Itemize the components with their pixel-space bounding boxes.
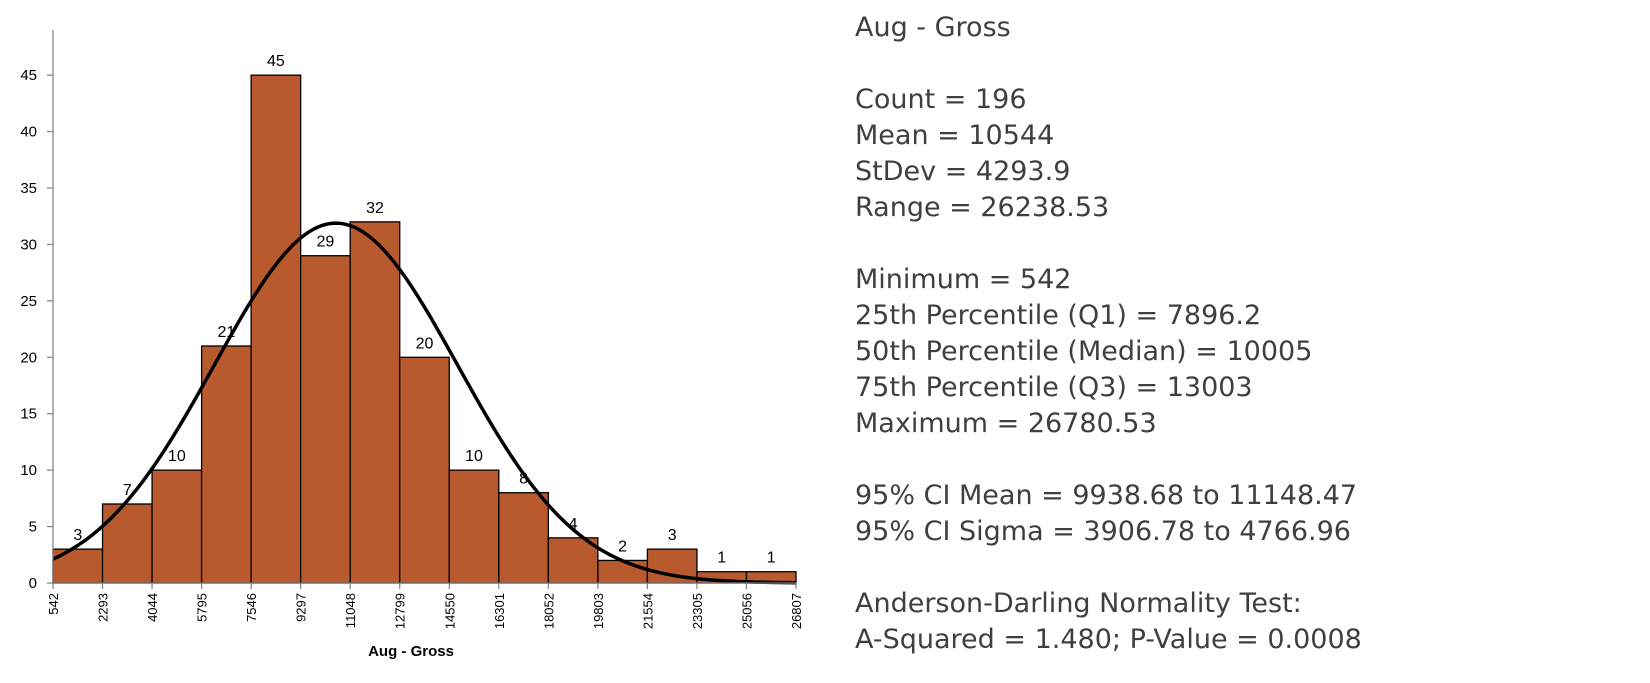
stat-ci-sigma: 95% CI Sigma = 3906.78 to 4766.96: [855, 516, 1351, 547]
data-label: 2: [618, 538, 627, 555]
x-tick-label: 9297: [294, 593, 309, 622]
y-tick-label: 20: [20, 349, 37, 366]
stat-stdev: StDev = 4293.9: [855, 156, 1071, 187]
data-label: 29: [317, 234, 335, 251]
stat-count: Count = 196: [855, 84, 1027, 115]
y-tick-label: 25: [20, 293, 37, 310]
histogram-bar: [151, 469, 203, 584]
stat-ad-title: Anderson-Darling Normality Test:: [855, 588, 1302, 619]
normal-curve: [52, 221, 797, 585]
x-tick-label: 542: [46, 593, 61, 615]
x-tick-label: 18052: [541, 593, 556, 629]
data-labels: 3 7 10 21 45 29 32 20 10 8 4 2 3 1 1: [73, 53, 775, 567]
data-label: 21: [217, 324, 235, 341]
data-label: 1: [717, 550, 726, 567]
data-label: 3: [73, 527, 82, 544]
y-tick-label: 45: [20, 67, 37, 84]
data-label: 8: [519, 471, 528, 488]
data-label: 20: [416, 335, 434, 352]
histogram-bar: [101, 503, 153, 584]
stat-minimum: Minimum = 542: [855, 264, 1072, 295]
histogram-bar: [399, 356, 450, 584]
y-tick-label: 30: [20, 236, 37, 253]
stat-range: Range = 26238.53: [855, 192, 1110, 223]
x-tick-label: 25056: [739, 593, 754, 629]
data-label: 10: [465, 448, 483, 465]
stats-panel: Aug - Gross Count = 196 Mean = 10544 StD…: [855, 10, 1635, 658]
stat-median: 50th Percentile (Median) = 10005: [855, 336, 1313, 367]
histogram-bar: [547, 537, 599, 584]
x-tick-label: 12799: [393, 593, 408, 629]
x-tick-label: 2293: [96, 593, 111, 622]
y-tick-label: 0: [29, 575, 37, 592]
y-tick-label: 10: [20, 462, 37, 479]
histogram-bar: [300, 255, 351, 584]
x-axis-ticks: 542 2293 4044 5795 7546 9297 11048 12799 14550 16…: [46, 583, 804, 629]
data-label: 10: [168, 448, 186, 465]
x-tick-label: 5795: [195, 593, 210, 622]
histogram-bar: [200, 345, 252, 584]
histogram-bar: [349, 221, 401, 584]
y-tick-label: 15: [20, 406, 37, 423]
x-tick-label: 4044: [145, 593, 160, 622]
x-tick-label: 26807: [789, 593, 804, 629]
data-label: 1: [767, 550, 776, 567]
x-tick-label: 7546: [244, 593, 259, 622]
x-tick-label: 23305: [690, 593, 705, 629]
y-tick-label: 35: [20, 180, 37, 197]
stat-q1: 25th Percentile (Q1) = 7896.2: [855, 300, 1262, 331]
histogram-bar: [448, 469, 500, 584]
x-tick-label: 19803: [591, 593, 606, 629]
stat-mean: Mean = 10544: [855, 120, 1055, 151]
data-label: 4: [569, 516, 578, 533]
histogram-bar: [597, 559, 649, 584]
x-tick-label: 16301: [492, 593, 507, 629]
x-tick-label: 11048: [343, 593, 358, 628]
stat-q3: 75th Percentile (Q3) = 13003: [855, 372, 1253, 403]
data-label: 3: [668, 527, 677, 544]
stat-ad-result: A-Squared = 1.480; P-Value = 0.0008: [855, 624, 1362, 655]
x-tick-label: 14550: [442, 593, 457, 629]
histogram-bar: [498, 492, 549, 584]
data-label: 7: [123, 482, 132, 499]
y-tick-label: 40: [20, 124, 37, 141]
stat-ci-mean: 95% CI Mean = 9938.68 to 11148.47: [855, 480, 1358, 511]
histogram-chart: 0 5 10 15 20 25 30 35 40 45 3 7 10 21 45 29 32 20 10 8 4 2 3 1…: [20, 30, 804, 660]
data-label: 45: [267, 53, 285, 70]
stats-title: Aug - Gross: [855, 12, 1011, 43]
x-axis-title: Aug - Gross: [368, 643, 454, 660]
y-tick-label: 5: [29, 519, 37, 536]
histogram-bars: [52, 74, 797, 584]
stat-maximum: Maximum = 26780.53: [855, 408, 1157, 439]
x-tick-label: 21554: [640, 593, 655, 629]
histogram-bar: [250, 74, 302, 584]
y-axis-ticks: 0 5 10 15 20 25 30 35 40 45: [20, 67, 53, 592]
data-label: 32: [366, 200, 384, 217]
